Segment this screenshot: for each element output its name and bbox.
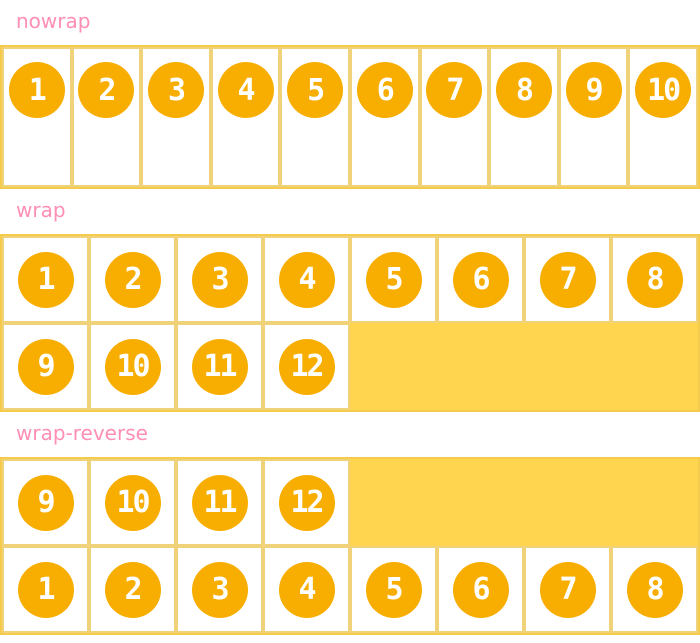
flex-item: 4 (263, 236, 350, 323)
item-number-badge: 5 (287, 62, 344, 118)
item-number-badge: 4 (217, 62, 274, 118)
flex-item: 8 (611, 546, 698, 633)
item-number-badge: 11 (191, 474, 248, 531)
flex-item: 1 (2, 236, 89, 323)
flex-item: 6 (437, 236, 524, 323)
item-number-badge: 7 (539, 561, 596, 618)
item-number-badge: 6 (452, 561, 509, 618)
item-number-badge: 3 (147, 62, 204, 118)
flex-item: 7 (419, 47, 490, 187)
section-label-wrap: wrap (16, 198, 66, 222)
flex-item: 9 (2, 323, 89, 410)
flex-container-nowrap: 1 2 3 4 5 6 7 8 9 10 (0, 45, 700, 189)
flex-item: 6 (437, 546, 524, 633)
flex-item: 5 (280, 47, 350, 187)
item-number-badge: 1 (17, 251, 74, 308)
item-number-badge: 3 (191, 561, 248, 618)
item-number-badge: 12 (278, 474, 335, 531)
item-number-badge: 6 (356, 62, 413, 118)
item-number-badge: 3 (191, 251, 248, 308)
item-number-badge: 1 (17, 561, 74, 618)
flex-item: 3 (176, 236, 263, 323)
flex-item: 4 (263, 546, 350, 633)
flex-item: 4 (210, 47, 281, 187)
item-number-badge: 2 (104, 251, 161, 308)
item-number-badge: 10 (635, 62, 692, 118)
item-number-badge: 11 (191, 338, 248, 395)
item-number-badge: 1 (8, 62, 65, 118)
flex-item: 3 (141, 47, 211, 187)
item-number-badge: 12 (278, 338, 335, 395)
flex-item: 2 (89, 546, 176, 633)
flex-container-wrap-reverse: 1 2 3 4 5 6 7 8 9 10 11 12 (0, 457, 700, 635)
flex-item: 7 (524, 236, 611, 323)
item-number-badge: 9 (565, 62, 622, 118)
item-number-badge: 10 (104, 338, 161, 395)
flex-item: 11 (176, 323, 263, 410)
item-number-badge: 7 (539, 251, 596, 308)
flex-item: 1 (2, 47, 72, 187)
flex-item: 8 (611, 236, 698, 323)
item-number-badge: 9 (17, 474, 74, 531)
flex-item: 8 (489, 47, 559, 187)
flex-item: 6 (349, 47, 420, 187)
item-number-badge: 8 (495, 62, 552, 118)
flex-item: 10 (89, 323, 176, 410)
flex-item: 10 (628, 47, 698, 187)
item-number-badge: 6 (452, 251, 509, 308)
flex-item: 12 (263, 323, 350, 410)
section-label-nowrap: nowrap (16, 9, 91, 33)
flex-item: 3 (176, 546, 263, 633)
flex-item: 11 (176, 459, 263, 546)
flex-item: 1 (2, 546, 89, 633)
item-number-badge: 10 (104, 474, 161, 531)
item-number-badge: 5 (365, 561, 422, 618)
flex-item: 2 (89, 236, 176, 323)
flex-item: 5 (350, 546, 437, 633)
flex-item: 12 (263, 459, 350, 546)
flex-item: 2 (71, 47, 142, 187)
flex-item: 9 (558, 47, 629, 187)
item-number-badge: 8 (626, 561, 683, 618)
item-number-badge: 5 (365, 251, 422, 308)
item-number-badge: 8 (626, 251, 683, 308)
flex-item: 7 (524, 546, 611, 633)
flex-container-wrap: 1 2 3 4 5 6 7 8 9 10 11 12 (0, 234, 700, 412)
section-label-wrap-reverse: wrap-reverse (16, 421, 148, 445)
item-number-badge: 4 (278, 561, 335, 618)
item-number-badge: 9 (17, 338, 74, 395)
item-number-badge: 2 (104, 561, 161, 618)
flex-item: 9 (2, 459, 89, 546)
item-number-badge: 7 (426, 62, 483, 118)
flex-item: 5 (350, 236, 437, 323)
item-number-badge: 4 (278, 251, 335, 308)
item-number-badge: 2 (78, 62, 135, 118)
flex-item: 10 (89, 459, 176, 546)
